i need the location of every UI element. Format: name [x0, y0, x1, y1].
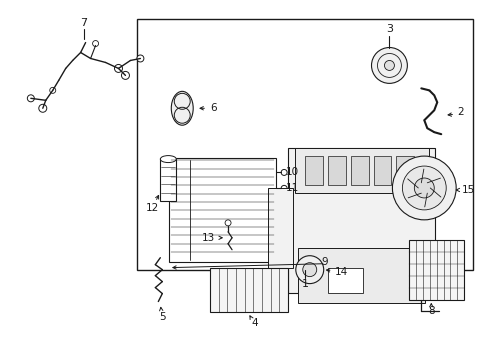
Circle shape [371, 48, 407, 84]
Ellipse shape [171, 91, 193, 125]
Circle shape [50, 87, 56, 93]
Bar [373, 156, 390, 185]
Bar [160, 159, 176, 201]
Bar [327, 156, 345, 185]
Text: 10: 10 [285, 167, 299, 177]
Text: 2: 2 [456, 107, 463, 117]
Circle shape [121, 71, 129, 80]
Bar [267, 188, 292, 268]
Text: 8: 8 [427, 306, 434, 316]
Circle shape [392, 156, 455, 220]
Circle shape [27, 95, 34, 102]
Bar [350, 156, 368, 185]
Circle shape [114, 64, 122, 72]
Bar [396, 156, 413, 185]
Circle shape [295, 256, 323, 284]
Circle shape [92, 41, 99, 46]
Text: 14: 14 [334, 267, 347, 276]
Text: 1: 1 [301, 279, 308, 289]
Circle shape [402, 166, 446, 210]
Text: 3: 3 [385, 24, 392, 33]
Text: 7: 7 [80, 18, 87, 28]
Text: 4: 4 [251, 319, 258, 328]
Circle shape [137, 55, 143, 62]
Text: 11: 11 [285, 183, 299, 193]
Circle shape [413, 178, 433, 198]
Circle shape [384, 60, 394, 71]
Circle shape [39, 104, 47, 112]
Ellipse shape [160, 156, 176, 163]
Bar [287, 148, 434, 293]
Circle shape [302, 263, 316, 276]
Bar [408, 240, 463, 300]
Bar [327, 268, 362, 293]
Bar [304, 156, 322, 185]
Text: 5: 5 [159, 312, 165, 323]
Bar [210, 268, 287, 312]
Text: 12: 12 [145, 203, 159, 213]
Text: 15: 15 [461, 185, 474, 195]
Bar [169, 158, 276, 262]
Text: 9: 9 [321, 257, 327, 267]
Bar [297, 248, 425, 302]
Bar [137, 19, 472, 270]
Text: 13: 13 [202, 233, 215, 243]
Bar [294, 148, 428, 193]
Text: 6: 6 [210, 103, 216, 113]
